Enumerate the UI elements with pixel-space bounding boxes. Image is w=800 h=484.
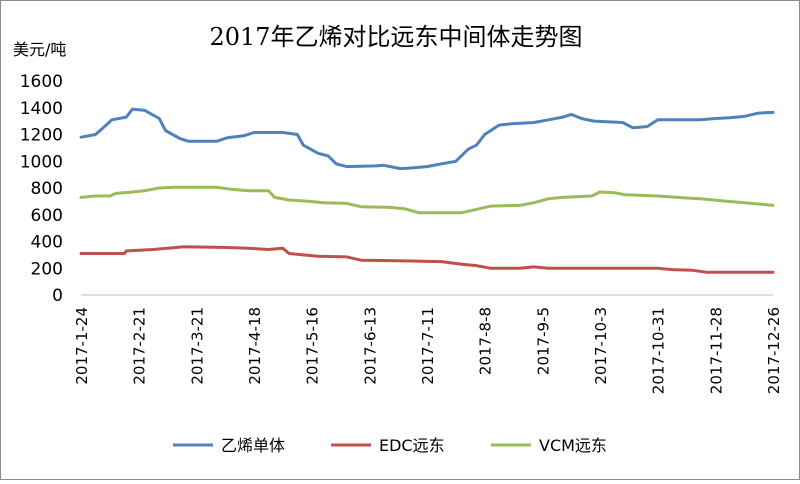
y-tick-label: 400 xyxy=(31,233,63,253)
x-tick-label: 2017-10-31 xyxy=(650,307,668,394)
y-tick-label: 1400 xyxy=(20,99,63,119)
legend-label-0: 乙烯单体 xyxy=(221,436,285,455)
y-tick-label: 0 xyxy=(52,286,63,306)
y-tick-label: 200 xyxy=(31,259,63,279)
x-tick-label: 2017-6-13 xyxy=(361,307,379,385)
x-tick-label: 2017-2-21 xyxy=(131,307,149,385)
x-tick-label: 2017-9-5 xyxy=(534,307,552,375)
y-tick-labels: 0 200 400 600 800 1000 1200 1400 1600 xyxy=(20,72,63,306)
y-tick-label: 800 xyxy=(31,179,63,199)
x-tick-label: 2017-3-21 xyxy=(188,307,206,385)
x-tick-labels: 2017-1-24 2017-2-21 2017-3-21 2017-4-18 2017… xyxy=(73,307,783,394)
legend: 乙烯单体 EDC远东 VCM远东 xyxy=(173,436,607,455)
y-tick-label: 600 xyxy=(31,206,63,226)
y-axis-unit-label: 美元/吨 xyxy=(13,40,66,59)
legend-label-2: VCM远东 xyxy=(539,436,607,455)
chart-title: 2017年乙烯对比远东中间体走势图 xyxy=(209,23,582,51)
x-tick-label: 2017-5-16 xyxy=(304,307,322,385)
x-tick-label: 2017-10-3 xyxy=(592,307,610,385)
x-tick-label: 2017-4-18 xyxy=(246,307,264,385)
y-tick-label: 1200 xyxy=(20,126,63,146)
series-lines xyxy=(79,107,775,274)
series-line-1 xyxy=(79,245,775,274)
x-tick-label: 2017-12-26 xyxy=(765,307,783,394)
x-tick-label: 2017-1-24 xyxy=(73,307,91,385)
y-tick-label: 1000 xyxy=(20,152,63,172)
series-line-2 xyxy=(79,185,775,215)
legend-label-1: EDC远东 xyxy=(379,436,445,455)
x-tick-label: 2017-7-11 xyxy=(419,307,437,385)
x-tick-label: 2017-8-8 xyxy=(477,307,495,375)
series-line-0 xyxy=(79,107,775,171)
y-tick-label: 1600 xyxy=(20,72,63,92)
x-tick-label: 2017-11-28 xyxy=(707,307,725,394)
